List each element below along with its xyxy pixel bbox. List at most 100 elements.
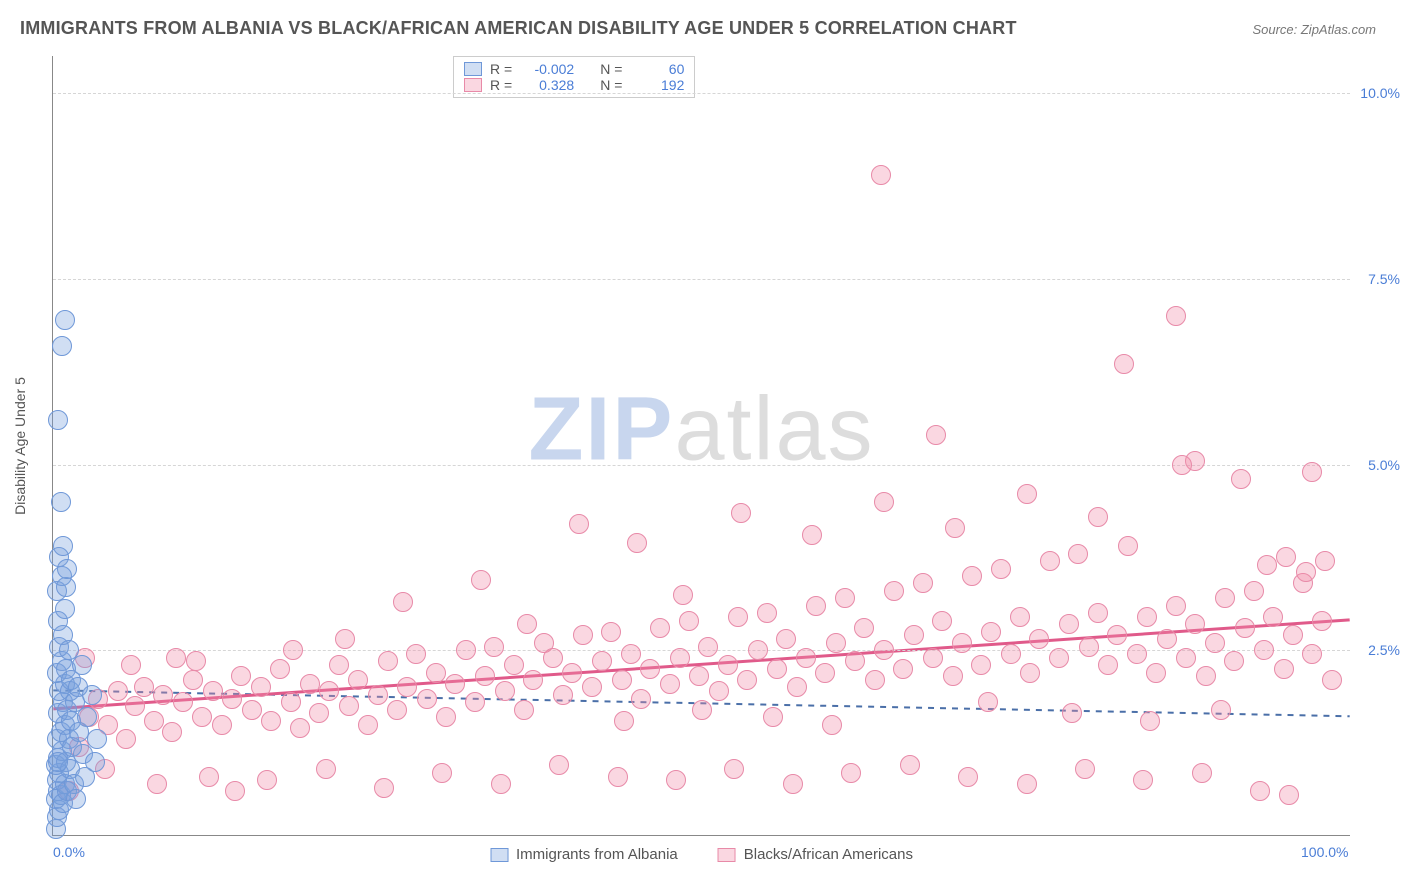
scatter-point-series2 [339, 696, 359, 716]
scatter-point-series2 [854, 618, 874, 638]
scatter-point-series2 [368, 685, 388, 705]
legend-series: Immigrants from Albania Blacks/African A… [490, 846, 913, 863]
scatter-point-series2 [162, 722, 182, 742]
scatter-point-series2 [1302, 644, 1322, 664]
scatter-point-series2 [826, 633, 846, 653]
scatter-point-series2 [601, 622, 621, 642]
scatter-point-series2 [1283, 625, 1303, 645]
scatter-point-series2 [971, 655, 991, 675]
scatter-point-series2 [621, 644, 641, 664]
scatter-point-series2 [871, 165, 891, 185]
chart-container: IMMIGRANTS FROM ALBANIA VS BLACK/AFRICAN… [0, 0, 1406, 892]
scatter-point-series2 [1224, 651, 1244, 671]
scatter-point-series2 [1274, 659, 1294, 679]
scatter-point-series2 [1075, 759, 1095, 779]
scatter-point-series2 [144, 711, 164, 731]
scatter-point-series2 [698, 637, 718, 657]
scatter-point-series2 [432, 763, 452, 783]
scatter-point-series2 [952, 633, 972, 653]
scatter-point-series2 [495, 681, 515, 701]
scatter-point-series2 [166, 648, 186, 668]
scatter-point-series1 [48, 410, 68, 430]
y-tick-label: 2.5% [1368, 642, 1400, 658]
scatter-point-series2 [553, 685, 573, 705]
legend-stats: R = -0.002 N = 60 R = 0.328 N = 192 [453, 56, 695, 98]
scatter-point-series2 [608, 767, 628, 787]
scatter-point-series2 [757, 603, 777, 623]
scatter-point-series2 [192, 707, 212, 727]
scatter-point-series2 [650, 618, 670, 638]
n-label: N = [600, 77, 622, 93]
scatter-point-series2 [1166, 306, 1186, 326]
scatter-point-series2 [1196, 666, 1216, 686]
r-value: 0.328 [520, 77, 574, 93]
legend-swatch-series2 [718, 848, 736, 862]
scatter-point-series2 [212, 715, 232, 735]
scatter-point-series1 [85, 752, 105, 772]
scatter-point-series2 [835, 588, 855, 608]
scatter-point-series2 [689, 666, 709, 686]
scatter-point-series2 [456, 640, 476, 660]
scatter-point-series2 [767, 659, 787, 679]
scatter-point-series2 [1231, 469, 1251, 489]
scatter-point-series2 [261, 711, 281, 731]
scatter-point-series1 [56, 577, 76, 597]
scatter-point-series2 [147, 774, 167, 794]
scatter-point-series2 [378, 651, 398, 671]
scatter-point-series2 [874, 640, 894, 660]
scatter-point-series2 [1315, 551, 1335, 571]
legend-swatch-series1 [464, 62, 482, 76]
scatter-point-series2 [913, 573, 933, 593]
scatter-point-series2 [1215, 588, 1235, 608]
scatter-point-series2 [1088, 603, 1108, 623]
scatter-point-series2 [569, 514, 589, 534]
scatter-point-series2 [251, 677, 271, 697]
scatter-point-series2 [1017, 484, 1037, 504]
scatter-point-series2 [660, 674, 680, 694]
scatter-point-series2 [1079, 637, 1099, 657]
scatter-point-series2 [491, 774, 511, 794]
scatter-point-series2 [153, 685, 173, 705]
scatter-point-series2 [121, 655, 141, 675]
scatter-point-series2 [173, 692, 193, 712]
scatter-point-series2 [1049, 648, 1069, 668]
scatter-point-series2 [1312, 611, 1332, 631]
scatter-point-series2 [1088, 507, 1108, 527]
scatter-point-series2 [802, 525, 822, 545]
legend-stats-row-1: R = -0.002 N = 60 [464, 61, 684, 77]
scatter-point-series1 [68, 677, 88, 697]
scatter-point-series1 [72, 655, 92, 675]
scatter-point-series2 [549, 755, 569, 775]
y-axis-title: Disability Age Under 5 [12, 377, 28, 515]
scatter-point-series2 [945, 518, 965, 538]
plot-area: ZIPatlas R = -0.002 N = 60 R = 0.328 N =… [52, 56, 1350, 836]
scatter-point-series2 [374, 778, 394, 798]
scatter-point-series2 [319, 681, 339, 701]
scatter-point-series2 [926, 425, 946, 445]
scatter-point-series2 [1114, 354, 1134, 374]
scatter-point-series2 [893, 659, 913, 679]
scatter-point-series2 [1263, 607, 1283, 627]
scatter-point-series2 [900, 755, 920, 775]
scatter-point-series2 [679, 611, 699, 631]
legend-swatch-series1 [490, 848, 508, 862]
chart-title: IMMIGRANTS FROM ALBANIA VS BLACK/AFRICAN… [20, 18, 1017, 39]
scatter-point-series2 [335, 629, 355, 649]
scatter-point-series2 [776, 629, 796, 649]
scatter-point-series2 [1276, 547, 1296, 567]
scatter-point-series2 [1296, 562, 1316, 582]
scatter-point-series2 [787, 677, 807, 697]
scatter-point-series2 [692, 700, 712, 720]
watermark: ZIPatlas [528, 378, 874, 481]
scatter-point-series1 [57, 559, 77, 579]
scatter-point-series2 [183, 670, 203, 690]
scatter-point-series2 [1133, 770, 1153, 790]
scatter-point-series2 [1029, 629, 1049, 649]
scatter-point-series2 [1172, 455, 1192, 475]
scatter-point-series2 [397, 677, 417, 697]
scatter-point-series2 [612, 670, 632, 690]
scatter-point-series2 [1211, 700, 1231, 720]
scatter-point-series1 [55, 310, 75, 330]
x-tick-label: 100.0% [1301, 844, 1348, 860]
legend-swatch-series2 [464, 78, 482, 92]
